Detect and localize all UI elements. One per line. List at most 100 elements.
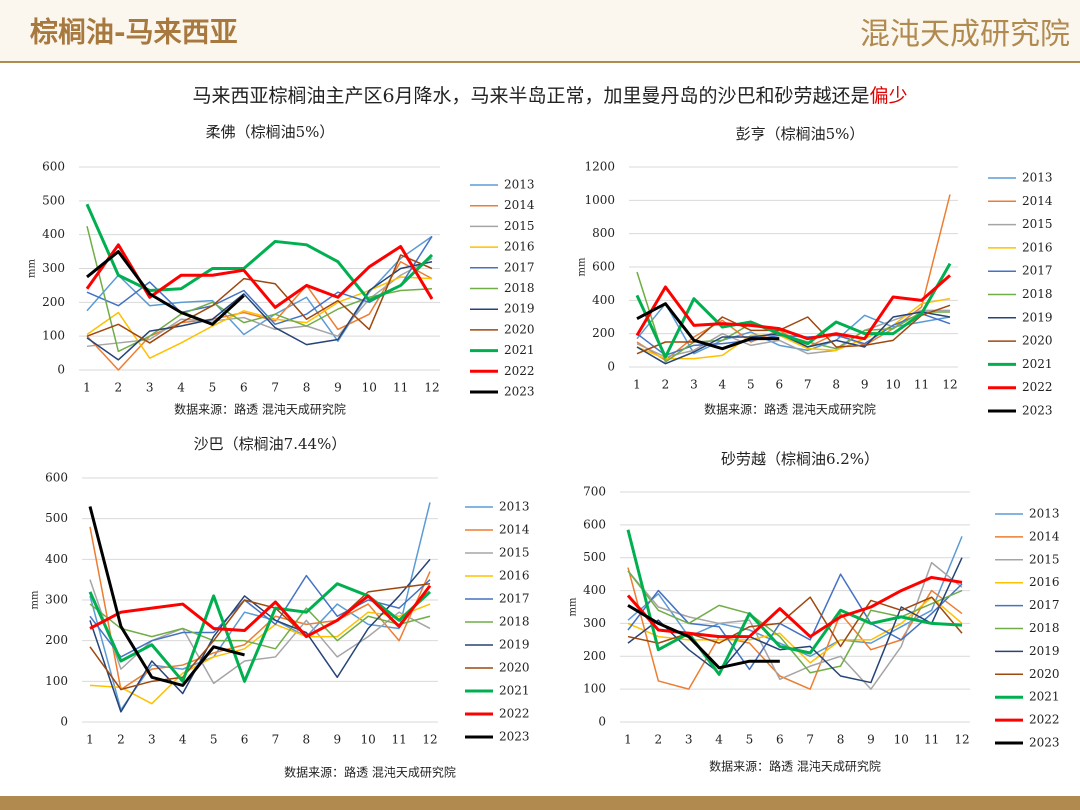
legend-label: 2017 [1029,598,1060,612]
series-line [86,250,245,326]
x-tick-label: 9 [334,381,342,395]
y-tick-label: 400 [42,227,65,241]
legend-label: 2018 [499,615,530,629]
series-line [86,260,433,361]
x-tick-label: 7 [271,381,279,395]
x-tick-label: 8 [837,733,845,747]
series-line [627,604,780,670]
x-tick-label: 9 [333,733,341,747]
series-line [626,575,963,639]
y-axis-label: mm [30,590,41,609]
legend-label: 2023 [1029,736,1060,750]
x-tick-label: 6 [776,733,784,747]
x-tick-label: 3 [146,381,154,395]
series-line [89,526,431,691]
legend-label: 2014 [1022,194,1053,208]
y-tick-label: 600 [45,471,68,485]
source: 数据来源：路透 混沌天成研究院 [704,402,876,417]
y-tick-label: 400 [45,552,68,566]
subtitle: 马来西亚棕榈油主产区6月降水，马来半岛正常，加里曼丹岛的沙巴和砂劳越还是偏少 [192,85,907,107]
series-line [626,529,963,676]
series-line [636,311,951,365]
y-tick-label: 300 [583,616,606,630]
legend-label: 2016 [499,569,530,583]
y-tick-label: 1200 [584,160,615,174]
header-band [0,0,1080,62]
x-tick-label: 12 [954,733,969,747]
legend-label: 2018 [504,281,535,295]
x-tick-label: 3 [148,733,156,747]
legend-label: 2016 [1022,240,1053,254]
series-line [89,558,431,713]
x-tick-label: 4 [179,733,187,747]
source: 数据来源：路透 混沌天成研究院 [284,765,456,780]
x-tick-label: 1 [633,378,641,392]
y-tick-label: 0 [57,363,65,377]
x-tick-label: 6 [241,733,249,747]
series-line [89,579,431,685]
series-line [635,274,951,341]
page-title: 棕榈油-马来西亚 [30,16,238,49]
y-tick-label: 300 [42,261,65,275]
legend-label: 2015 [504,219,535,233]
legend-label: 2022 [499,707,530,721]
x-tick-label: 2 [655,733,663,747]
series-line [636,312,951,357]
legend-label: 2017 [499,592,530,606]
legend-label: 2022 [504,364,535,378]
y-tick-label: 1000 [584,193,615,207]
y-tick-label: 300 [45,593,68,607]
x-tick-label: 4 [177,381,185,395]
x-tick-label: 6 [240,381,248,395]
series-line [88,582,432,683]
legend-label: 2013 [504,178,535,192]
legend-label: 2015 [1022,217,1053,231]
y-tick-label: 500 [45,511,68,525]
subtitle-main: 马来西亚棕榈油主产区6月降水，马来半岛正常，加里曼丹岛的沙巴和砂劳越还是 [192,85,869,107]
legend-label: 2021 [1029,690,1060,704]
legend-label: 2020 [504,322,535,336]
x-tick-label: 12 [942,378,957,392]
legend-label: 2013 [1022,171,1053,185]
x-tick-label: 10 [885,378,900,392]
series-line [89,603,431,705]
series-line [86,254,433,344]
series-line [627,573,963,671]
y-axis-label: mm [27,259,38,278]
series-line [636,309,950,358]
source: 数据来源：路透 混沌天成研究院 [174,402,346,417]
legend-label: 2017 [504,260,535,274]
legend-label: 2019 [1029,644,1060,658]
y-tick-label: 100 [45,674,68,688]
series-line [89,582,431,691]
x-tick-label: 6 [775,378,783,392]
chart-title: 柔佛（棕榈油5%） [206,123,335,141]
y-tick-label: 600 [592,260,615,274]
legend-label: 2021 [1022,357,1053,371]
y-tick-label: 500 [583,550,606,564]
y-tick-label: 400 [592,293,615,307]
legend-label: 2020 [499,661,530,675]
x-tick-label: 3 [690,378,698,392]
chart-title: 砂劳越（棕榈油6.2%） [721,450,879,468]
x-tick-label: 7 [272,733,280,747]
y-tick-label: 700 [583,485,606,499]
legend-label: 2019 [504,302,535,316]
legend-label: 2014 [499,523,530,537]
chart-title: 彭亨（棕榈油5%） [736,125,865,143]
series-line [636,297,951,360]
y-tick-label: 100 [42,329,65,343]
y-tick-label: 800 [592,226,615,240]
legend-label: 2023 [499,730,530,744]
series-line [89,584,432,639]
x-tick-label: 4 [715,733,723,747]
y-tick-label: 200 [583,649,606,663]
x-tick-label: 2 [117,733,125,747]
x-tick-label: 10 [894,733,909,747]
legend-label: 2014 [1029,529,1060,543]
x-tick-label: 4 [719,378,727,392]
x-tick-label: 10 [361,733,376,747]
chart-title: 沙巴（棕榈油7.44%） [194,435,347,453]
series-line [636,304,951,355]
x-tick-label: 11 [393,381,408,395]
